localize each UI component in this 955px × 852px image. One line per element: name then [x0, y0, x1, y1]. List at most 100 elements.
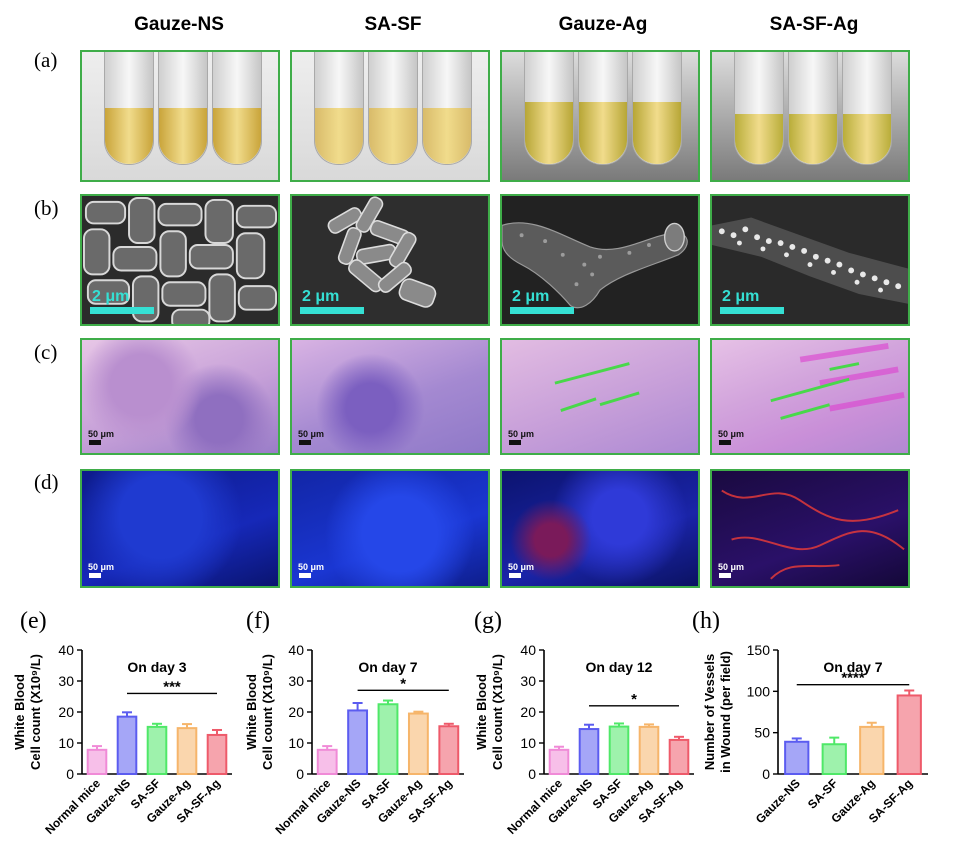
y-tick-label: 20	[288, 704, 304, 720]
bar	[316, 748, 338, 775]
he-tissue	[292, 340, 488, 453]
significance-label: *	[631, 691, 637, 708]
y-axis-label: White Blood	[474, 674, 489, 750]
sem-debris	[502, 196, 698, 324]
y-tick-label: 10	[520, 735, 536, 751]
bar	[608, 725, 630, 775]
significance-label: ***	[163, 678, 181, 695]
column-header-sa-sf: SA-SF	[364, 14, 422, 35]
micro-scale-label: 50 μm	[88, 429, 115, 439]
histology-image-gauze-ag: 50 μm	[500, 338, 700, 455]
y-tick-label: 50	[754, 725, 770, 741]
liquid	[315, 108, 363, 164]
sem-scale-bar	[720, 307, 784, 314]
liquid	[423, 108, 471, 164]
row-label-a: (a)	[34, 48, 58, 72]
liquid	[525, 102, 573, 164]
sem-scale-bar	[90, 307, 154, 314]
row-label-c: (c)	[34, 340, 58, 364]
liquid	[843, 114, 891, 164]
y-tick-label: 40	[288, 642, 304, 658]
green-arrows-overlay	[770, 342, 905, 420]
y-tick-label: 0	[66, 766, 74, 782]
bar	[859, 725, 885, 775]
bar	[347, 709, 369, 775]
chart-label-e: (e)	[20, 608, 47, 634]
fluorescence-image-sa-sf: 50 μm	[290, 469, 490, 588]
sem-scale-bar	[300, 307, 364, 314]
y-tick-label: 40	[58, 642, 74, 658]
sem-image-sa-sf: 2 μm	[290, 194, 490, 326]
row-label-b: (b)	[34, 196, 59, 220]
sem-image-sa-sf-ag: 2 μm	[710, 194, 910, 326]
bar-chart-day7: White Blood Cell count (X10⁹/L) 0 10 20 30 40 O…	[244, 642, 464, 837]
bar	[206, 733, 228, 776]
bar-chart-day3: White Blood Cell count (X10⁹/L) 0 10 20 30 40 O…	[12, 642, 232, 837]
chart-title: On day 3	[127, 659, 186, 675]
liquid	[369, 108, 417, 164]
test-tube	[524, 52, 574, 165]
column-header-gauze-ns: Gauze-NS	[134, 14, 224, 35]
test-tube	[158, 52, 208, 165]
significance-label: ****	[841, 670, 865, 687]
fluorescence-image-gauze-ag: 50 μm	[500, 469, 700, 588]
chart-label-g: (g)	[474, 608, 502, 634]
test-tube	[104, 52, 154, 165]
bar	[407, 712, 429, 776]
liquid	[579, 102, 627, 164]
micro-scale-label: 50 μm	[508, 562, 535, 572]
y-axis-label: Number of Vessels	[702, 654, 717, 770]
test-tube	[368, 52, 418, 165]
bar	[438, 725, 460, 776]
micro-scale-label: 50 μm	[508, 429, 535, 439]
micro-scale-bar	[89, 573, 101, 578]
chart-label-h: (h)	[692, 608, 720, 634]
chart-label-f: (f)	[246, 608, 270, 634]
fluorescence-tissue	[292, 471, 488, 586]
test-tube	[212, 52, 262, 165]
bar	[548, 748, 570, 775]
fluorescence-image-gauze-ns: 50 μm	[80, 469, 280, 588]
micro-scale-bar	[299, 440, 311, 445]
chart-title: On day 7	[823, 659, 882, 675]
y-tick-label: 40	[520, 642, 536, 658]
he-tissue	[82, 340, 278, 453]
micro-scale-label: 50 μm	[298, 562, 325, 572]
sem-particles	[712, 196, 908, 324]
tube-photo-gauze-ag	[500, 50, 700, 182]
y-tick-label: 10	[58, 735, 74, 751]
y-axis-label: in Wound (per field)	[718, 651, 733, 773]
sem-scale-bar	[510, 307, 574, 314]
significance-label: *	[400, 675, 406, 692]
y-tick-label: 30	[288, 673, 304, 689]
micro-scale-label: 50 μm	[718, 562, 745, 572]
bar	[784, 740, 810, 776]
test-tube	[788, 52, 838, 165]
fluorescence-image-sa-sf-ag: 50 μm	[710, 469, 910, 588]
histology-image-gauze-ns: 50 μm	[80, 338, 280, 455]
micro-scale-bar	[299, 573, 311, 578]
column-header-gauze-ag: Gauze-Ag	[558, 14, 648, 35]
y-axis-label: White Blood	[12, 674, 27, 750]
sem-image-gauze-ns: 2 μm	[80, 194, 280, 326]
bar	[578, 728, 600, 776]
tube-photo-gauze-ns	[80, 50, 280, 182]
y-tick-label: 100	[747, 683, 771, 699]
bar	[176, 727, 198, 776]
sem-scale-label: 2 μm	[512, 288, 550, 305]
liquid	[633, 102, 681, 164]
liquid	[105, 108, 153, 164]
bar-chart-day12: White Blood Cell count (X10⁹/L) 0 10 20 30 40 O…	[474, 642, 694, 837]
tube-photo-sa-sf	[290, 50, 490, 182]
tube-photo-sa-sf-ag	[710, 50, 910, 182]
histology-image-sa-sf-ag: 50 μm	[710, 338, 910, 455]
y-tick-label: 20	[520, 704, 536, 720]
chart-title: On day 12	[586, 659, 653, 675]
micro-scale-label: 50 μm	[88, 562, 115, 572]
y-axis-label: Cell count (X10⁹/L)	[260, 654, 275, 770]
fluorescence-tissue	[502, 471, 698, 586]
micro-scale-bar	[509, 440, 521, 445]
y-tick-label: 20	[58, 704, 74, 720]
bar	[668, 738, 690, 775]
sem-image-gauze-ag: 2 μm	[500, 194, 700, 326]
